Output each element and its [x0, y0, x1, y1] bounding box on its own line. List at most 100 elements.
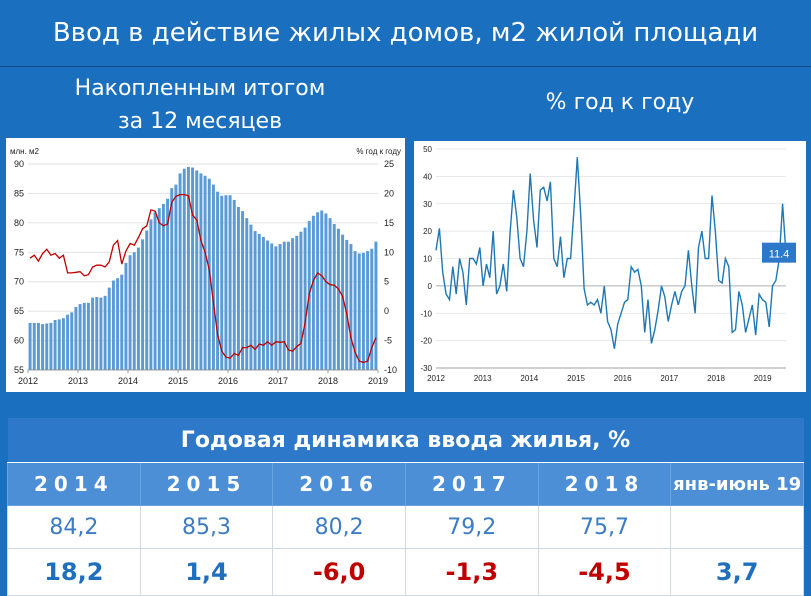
- volume-cell: 79,2: [404, 505, 539, 549]
- x-tick-label: 2015: [567, 374, 585, 383]
- bar: [324, 213, 328, 370]
- bar: [191, 167, 195, 370]
- bar: [124, 262, 128, 370]
- bar: [286, 241, 290, 370]
- volume-cell: 85,3: [139, 505, 274, 549]
- growth-cell: -1,3: [404, 548, 539, 596]
- y-tick-label: 80: [14, 218, 24, 228]
- bar: [353, 251, 357, 370]
- bar: [186, 166, 190, 370]
- bar: [95, 297, 99, 370]
- y-tick-label: 20: [423, 227, 432, 236]
- growth-cell: 18,2: [7, 548, 141, 596]
- year-cell: 2017: [404, 462, 539, 506]
- volume-cell: 84,2: [7, 505, 141, 549]
- y-tick-label: 50: [423, 145, 432, 154]
- last-value-badge: [762, 242, 796, 263]
- bar: [91, 297, 95, 370]
- bar: [203, 175, 207, 370]
- bar: [28, 322, 32, 370]
- y2-tick-label: -5: [384, 336, 392, 346]
- bar: [170, 188, 174, 370]
- bar: [216, 191, 220, 370]
- y2-axis-title: % год к году: [356, 147, 401, 156]
- y-tick-label: 55: [14, 365, 24, 375]
- bar: [374, 241, 378, 370]
- cumulative-chart-panel: млн. м2 % год к году 55 60 65 70 75 80 85 90 -10 -5…: [6, 138, 405, 392]
- bar: [295, 235, 299, 370]
- left-subtitle-line1: Накопленным итогом: [74, 76, 326, 101]
- bar: [261, 236, 265, 370]
- bar: [53, 319, 57, 370]
- y2-tick-label: -10: [384, 365, 397, 375]
- cumulative-housing-chart: млн. м2 % год к году 55 60 65 70 75 80 85 90 -10 -5…: [10, 147, 401, 386]
- bar: [291, 238, 295, 370]
- x-tick-label: 2016: [218, 376, 238, 386]
- bar: [228, 195, 232, 370]
- bar: [366, 251, 370, 370]
- y-tick-label: 10: [423, 255, 432, 264]
- y-tick-label: 90: [14, 159, 24, 169]
- yoy-series-line: [435, 157, 787, 349]
- y-tick-label: 85: [14, 188, 24, 198]
- title-divider: [0, 66, 811, 67]
- right-chart-subtitle: % год к году: [545, 90, 695, 115]
- bar: [149, 219, 153, 370]
- y-tick-label: 30: [423, 200, 432, 209]
- x-tick-label: 2018: [318, 376, 338, 386]
- year-cell: 2016: [272, 462, 406, 506]
- bar: [241, 211, 245, 370]
- bar: [357, 253, 361, 370]
- growth-cell: 3,7: [670, 548, 804, 596]
- bar: [45, 323, 49, 370]
- y2-tick-label: 15: [384, 218, 394, 228]
- x-tick-label: 2013: [474, 374, 492, 383]
- bar: [211, 184, 215, 370]
- bar: [66, 314, 70, 370]
- bar: [303, 227, 307, 370]
- bar: [224, 195, 228, 370]
- bar: [236, 206, 240, 370]
- x-tick-label: 2016: [614, 374, 632, 383]
- bar: [41, 324, 45, 370]
- bar: [361, 252, 365, 370]
- bar: [270, 243, 274, 370]
- yoy-chart-panel: -30 -20 -10 0 10 20 30 40 50 11.4 2012 2013 2014 2015…: [414, 141, 806, 392]
- y-tick-label: 60: [14, 336, 24, 346]
- yoy-line: [29, 193, 377, 363]
- bar: [349, 244, 353, 370]
- bar: [195, 170, 199, 370]
- y-tick-label: -30: [420, 364, 432, 373]
- growth-cell: -6,0: [272, 548, 406, 596]
- bar: [320, 210, 324, 370]
- y2-tick-label: 25: [384, 159, 394, 169]
- bar: [266, 240, 270, 370]
- bar: [111, 280, 115, 370]
- bar: [245, 218, 249, 370]
- bar: [70, 312, 74, 370]
- bar: [153, 212, 157, 370]
- bar: [116, 278, 120, 370]
- bar: [103, 295, 107, 370]
- bar: [128, 255, 132, 370]
- x-tick-label: 2019: [368, 376, 388, 386]
- yoy-growth-chart: -30 -20 -10 0 10 20 30 40 50 11.4 2012 2013 2014 2015…: [420, 145, 796, 383]
- x-tick-label: 2012: [18, 376, 38, 386]
- bar: [166, 198, 170, 370]
- volume-cell: 75,7: [537, 505, 672, 549]
- last-value-label: 11.4: [769, 249, 790, 261]
- year-cell: янв-июнь 19: [670, 462, 804, 506]
- bar: [107, 287, 111, 370]
- x-tick-label: 2019: [754, 374, 772, 383]
- x-tick-label: 2013: [68, 376, 88, 386]
- bar: [178, 173, 182, 370]
- annual-dynamics-table: Годовая динамика ввода жилья, % 2014 201…: [7, 418, 804, 596]
- growth-cell: -4,5: [537, 548, 672, 596]
- bar: [82, 302, 86, 370]
- y-tick-label: 70: [14, 277, 24, 287]
- bar: [311, 215, 315, 370]
- volume-cell: 80,2: [272, 505, 406, 549]
- bar: [157, 208, 161, 370]
- volume-cell: [670, 505, 804, 549]
- bar: [78, 304, 82, 370]
